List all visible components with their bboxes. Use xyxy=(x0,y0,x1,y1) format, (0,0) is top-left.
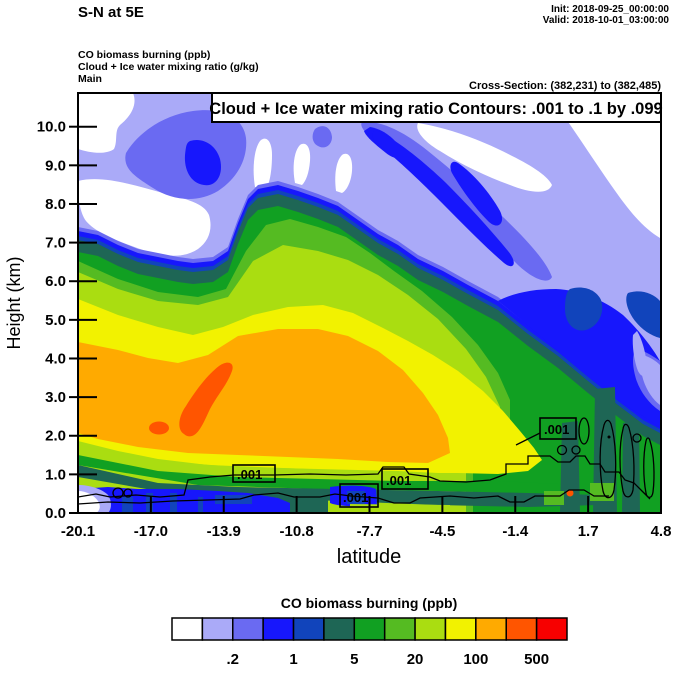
y-tick-label: 9.0 xyxy=(45,157,66,174)
cross-section-coords: Cross-Section: (382,231) to (382,485) xyxy=(469,80,661,92)
colorbar-tick-label: 5 xyxy=(350,651,358,668)
y-tick-label: 3.0 xyxy=(45,389,66,406)
y-axis-ticks: 0.0 1.0 2.0 3.0 4.0 5.0 6.0 7.0 8.0 9.0 10.0 xyxy=(37,119,97,522)
colorbar-cell xyxy=(414,617,447,641)
y-tick-label: 7.0 xyxy=(45,235,66,252)
x-tick-label: -17.0 xyxy=(134,523,168,540)
x-tick-label: -4.5 xyxy=(429,523,455,540)
colorbar-cell xyxy=(505,617,538,641)
plot-title-box xyxy=(211,92,662,123)
colorbar xyxy=(171,617,568,641)
legend-line-contour-field: Cloud + Ice water mixing ratio (g/kg) xyxy=(78,61,259,73)
y-tick-label: 4.0 xyxy=(45,350,66,367)
y-tick-label: 6.0 xyxy=(45,273,66,290)
x-axis-label: latitude xyxy=(337,546,402,568)
x-tick-label: 1.7 xyxy=(578,523,599,540)
y-tick-label: 5.0 xyxy=(45,312,66,329)
y-axis-label: Height (km) xyxy=(4,256,24,349)
colorbar-cell xyxy=(383,617,416,641)
colorbar-tick-label: 500 xyxy=(524,651,549,668)
contour-label: .001 xyxy=(386,473,411,488)
x-axis-ticks: -20.1 -17.0 -13.9 -10.8 -7.7 -4.5 -1.4 1.7 4.8 xyxy=(61,496,672,540)
colorbar-cell xyxy=(353,617,386,641)
contour-label: .001 xyxy=(544,422,569,437)
x-tick-label: -13.9 xyxy=(207,523,241,540)
colorbar-labels: .2 1 5 20 100 500 xyxy=(227,651,550,668)
y-tick-label: 8.0 xyxy=(45,196,66,213)
contour-label: .001 xyxy=(343,490,368,505)
colorbar-tick-label: 100 xyxy=(463,651,488,668)
colorbar-cell xyxy=(201,617,234,641)
init-timestamp: Init: 2018-09-25_00:00:00 xyxy=(551,4,669,15)
x-tick-label: -7.7 xyxy=(357,523,383,540)
colorbar-cell xyxy=(292,617,325,641)
colorbar-tick-label: 1 xyxy=(289,651,297,668)
colorbar-cell xyxy=(262,617,295,641)
legend-line-grid: Main xyxy=(78,73,102,85)
legend-line-fill-field: CO biomass burning (ppb) xyxy=(78,49,210,61)
colorbar-tick-label: .2 xyxy=(227,651,240,668)
colorbar-cell xyxy=(475,617,507,641)
colorbar-cell xyxy=(232,617,264,641)
y-tick-label: 10.0 xyxy=(37,119,66,136)
y-tick-label: 2.0 xyxy=(45,428,66,445)
colorbar-title: CO biomass burning (ppb) xyxy=(281,595,458,611)
colorbar-cell xyxy=(171,617,204,641)
valid-timestamp: Valid: 2018-10-01_03:00:00 xyxy=(543,15,670,26)
x-tick-label: -1.4 xyxy=(502,523,529,540)
x-tick-label: 4.8 xyxy=(651,523,672,540)
plot-title: Cloud + Ice water mixing ratio Contours:… xyxy=(209,100,662,118)
y-tick-label: 1.0 xyxy=(45,466,66,483)
contour-field: .001 .001 .001 .001 xyxy=(78,93,661,513)
colorbar-cell xyxy=(444,617,477,641)
colorbar-cell xyxy=(323,617,356,641)
y-tick-label: 0.0 xyxy=(45,505,66,522)
x-tick-label: -10.8 xyxy=(280,523,314,540)
colorbar-cell xyxy=(535,617,568,641)
cloud-ice-contours: .001 .001 .001 .001 xyxy=(78,417,655,508)
contour-label: .001 xyxy=(237,467,262,482)
x-tick-label: -20.1 xyxy=(61,523,95,540)
page-title: S-N at 5E xyxy=(78,4,144,21)
colorbar-tick-label: 20 xyxy=(407,651,424,668)
